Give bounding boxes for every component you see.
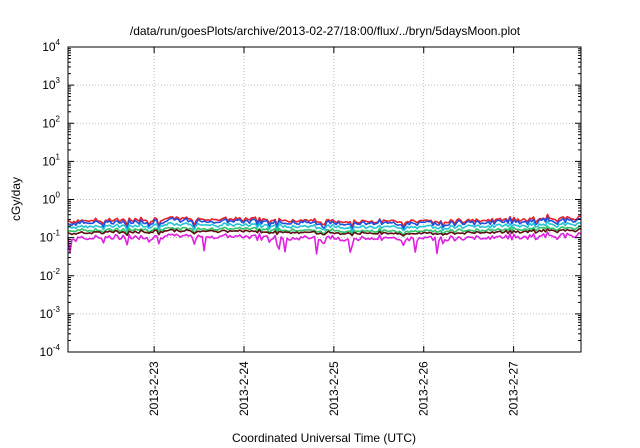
- plot-frame: [67, 46, 582, 353]
- x-tick-label: 2013-2-24: [237, 361, 251, 416]
- y-tick-label: 102: [42, 114, 60, 130]
- x-tick-label: 2013-2-23: [147, 361, 161, 416]
- grid-lines: [68, 47, 581, 352]
- y-tick-label: 104: [42, 38, 60, 54]
- chart-title: /data/run/goesPlots/archive/2013-02-27/1…: [130, 24, 521, 38]
- y-axis-label: cGy/day: [9, 177, 23, 221]
- y-axis-ticks: 10-4 10-3 10-2 10-1 100 101 102 103 104: [40, 38, 581, 359]
- y-tick-label: 10-3: [40, 305, 61, 321]
- x-axis-label: Coordinated Universal Time (UTC): [232, 431, 416, 445]
- x-tick-label: 2013-2-25: [327, 361, 341, 416]
- y-tick-label: 10-4: [40, 343, 61, 359]
- y-tick-label: 100: [42, 191, 60, 207]
- data-series: [67, 213, 582, 255]
- y-tick-label: 10-2: [40, 267, 61, 283]
- series-line: [67, 231, 582, 255]
- x-tick-label: 2013-2-26: [417, 361, 431, 416]
- y-tick-label: 101: [42, 152, 60, 168]
- series-line: [67, 213, 582, 229]
- series-line: [67, 220, 581, 234]
- x-tick-label: 2013-2-27: [507, 361, 521, 416]
- x-axis-ticks: 2013-2-23 2013-2-24 2013-2-25 2013-2-26 2013…: [147, 47, 521, 416]
- y-tick-label: 10-1: [40, 229, 61, 245]
- y-tick-label: 103: [42, 76, 60, 92]
- series-line: [67, 228, 582, 237]
